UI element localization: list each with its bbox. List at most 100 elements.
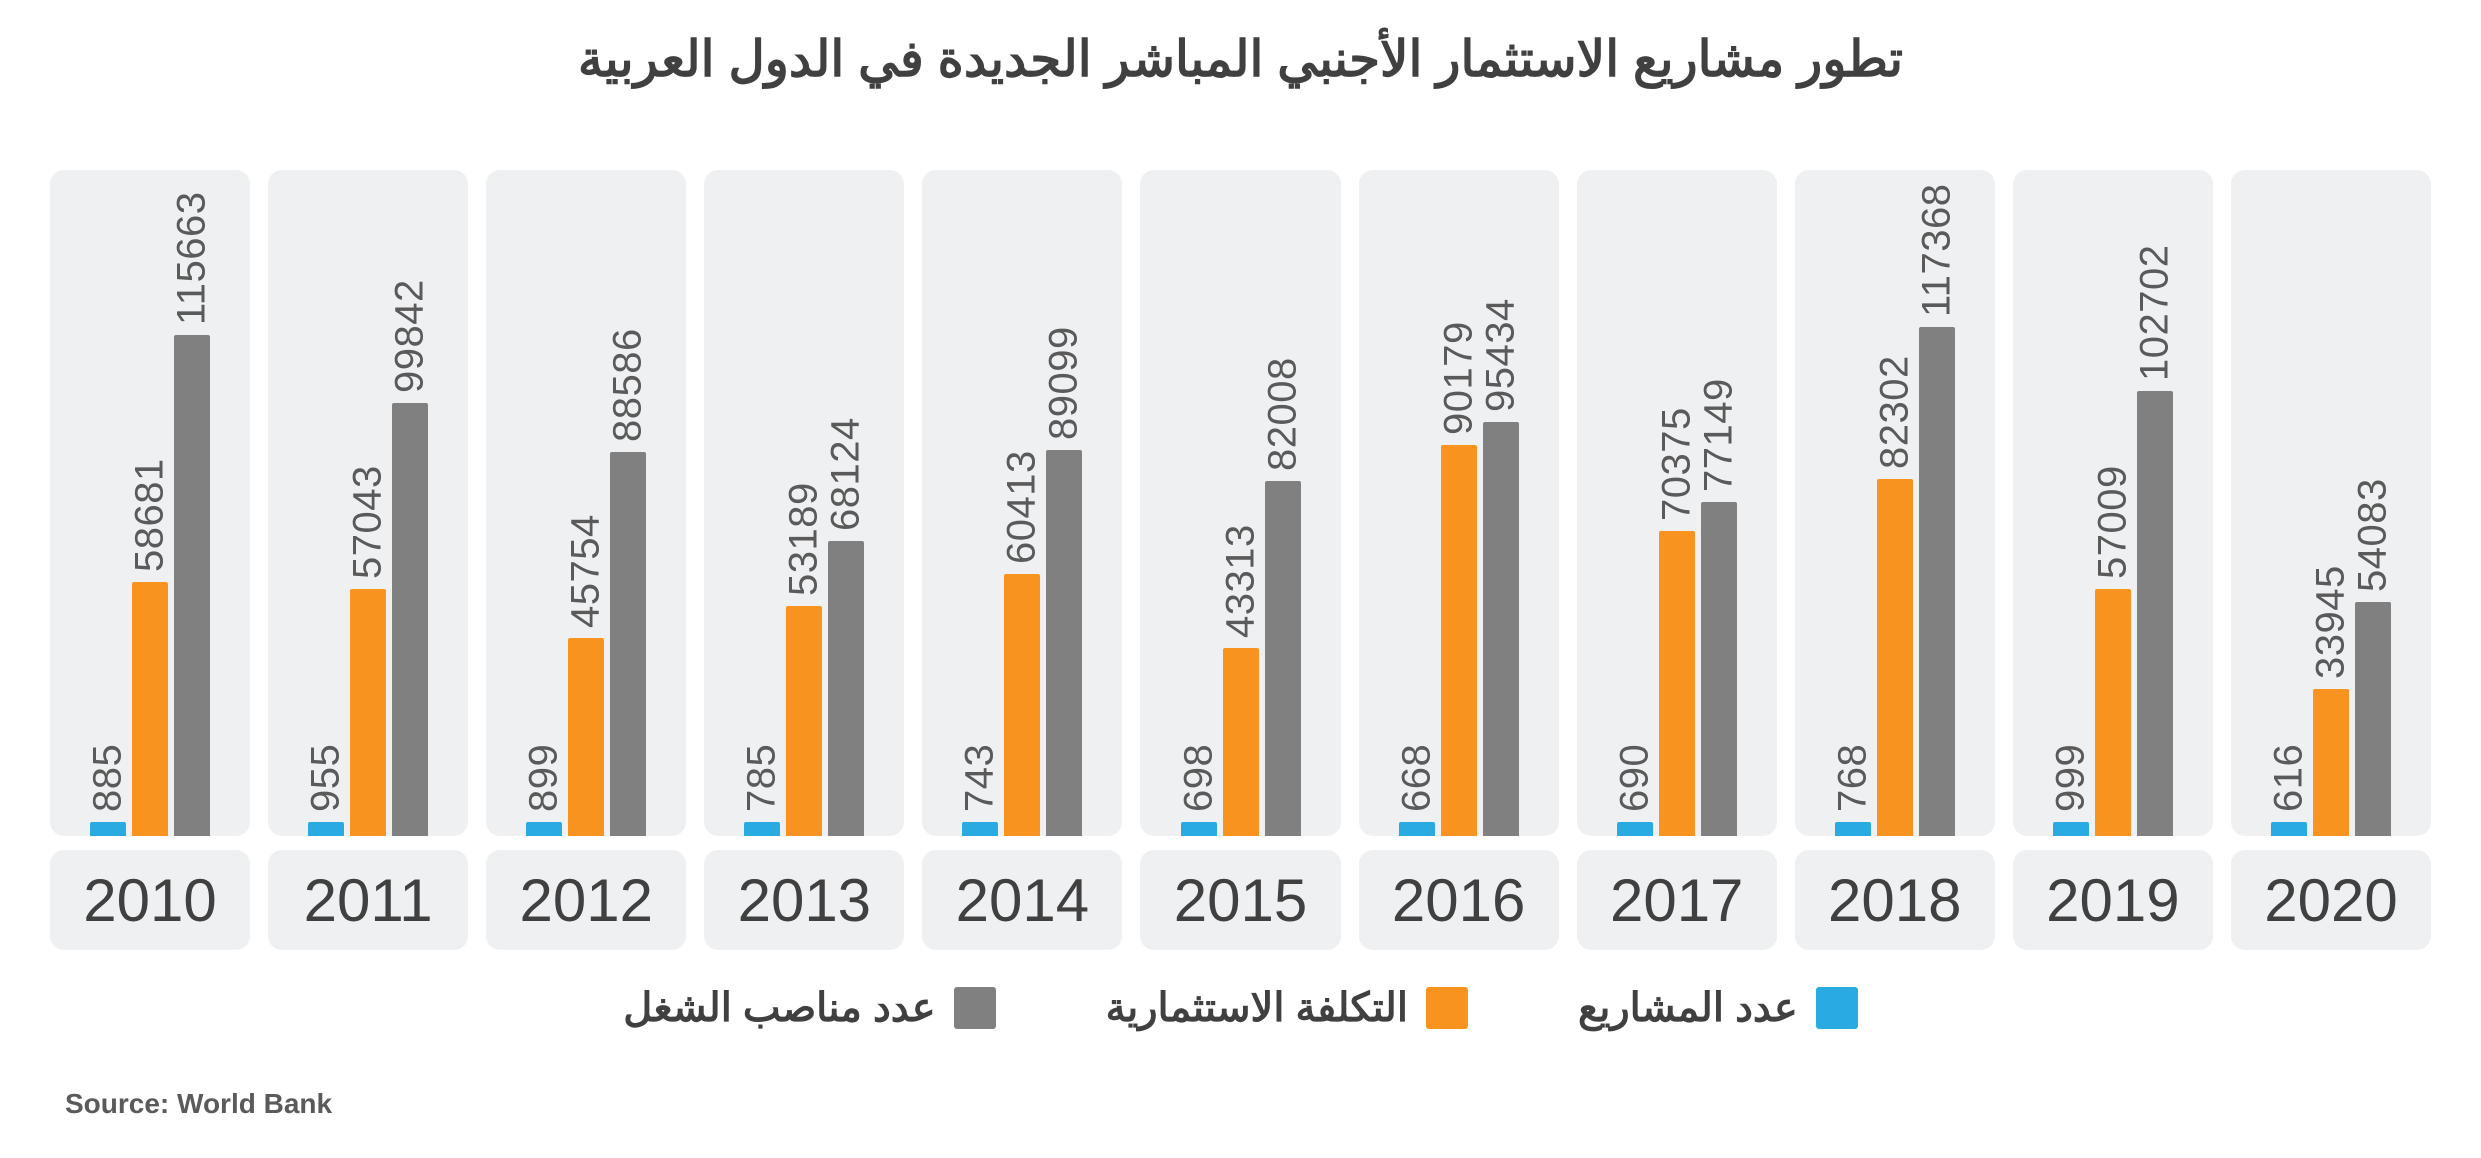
- year-label: 2010: [50, 850, 250, 950]
- bar-value-jobs: 68124: [824, 417, 869, 531]
- year-label: 2015: [1140, 850, 1340, 950]
- bar-cost: [1659, 531, 1695, 836]
- bar-projects: [1835, 822, 1871, 836]
- bar-cost: [786, 606, 822, 836]
- bar-projects: [2271, 822, 2307, 836]
- year-label: 2014: [922, 850, 1122, 950]
- bar-wrap-cost: 82302: [1877, 170, 1913, 836]
- bar-value-jobs: 77149: [1696, 378, 1741, 492]
- bar-value-projects: 955: [304, 744, 349, 812]
- year-label: 2012: [486, 850, 686, 950]
- bar-wrap-jobs: 99842: [392, 170, 428, 836]
- bar-value-cost: 43313: [1218, 524, 1263, 638]
- bar-wrap-cost: 70375: [1659, 170, 1695, 836]
- legend-swatch-projects: [1816, 987, 1858, 1029]
- bar-projects: [1181, 822, 1217, 836]
- bar-jobs: [392, 403, 428, 836]
- bar-projects: [962, 822, 998, 836]
- bar-cost: [2095, 589, 2131, 836]
- bar-jobs: [1046, 450, 1082, 836]
- bar-cost: [1877, 479, 1913, 836]
- bar-wrap-cost: 60413: [1004, 170, 1040, 836]
- year-column: 78553189681242013: [704, 170, 904, 950]
- bar-wrap-projects: 698: [1181, 170, 1217, 836]
- legend: عدد المشاريعالتكلفة الاستثماريةعدد مناصب…: [0, 985, 2481, 1031]
- chart-title: تطور مشاريع الاستثمار الأجنبي المباشر ال…: [0, 30, 2481, 88]
- bar-value-projects: 616: [2266, 744, 2311, 812]
- bar-cost: [568, 638, 604, 836]
- bar-cost: [132, 582, 168, 836]
- bars-panel: 6163394554083: [2231, 170, 2431, 836]
- chart-area: 8855868111566320109555704399842201189945…: [50, 170, 2431, 950]
- year-label: 2011: [268, 850, 468, 950]
- bar-wrap-projects: 768: [1835, 170, 1871, 836]
- bar-projects: [1399, 822, 1435, 836]
- bar-wrap-projects: 616: [2271, 170, 2307, 836]
- bar-jobs: [2355, 602, 2391, 836]
- bar-jobs: [610, 452, 646, 836]
- bars-panel: 6689017995434: [1359, 170, 1559, 836]
- bars-panel: 88558681115663: [50, 170, 250, 836]
- year-label: 2013: [704, 850, 904, 950]
- bar-value-projects: 668: [1394, 744, 1439, 812]
- legend-item-projects: عدد المشاريع: [1578, 985, 1858, 1031]
- year-column: 768823021173682018: [1795, 170, 1995, 950]
- bar-wrap-cost: 33945: [2313, 170, 2349, 836]
- bars-panel: 6984331382008: [1140, 170, 1340, 836]
- bar-wrap-cost: 90179: [1441, 170, 1477, 836]
- bar-cost: [350, 589, 386, 836]
- bar-wrap-projects: 785: [744, 170, 780, 836]
- bar-value-cost: 45754: [564, 514, 609, 628]
- bar-value-jobs: 117368: [1914, 183, 1959, 317]
- bar-wrap-jobs: 88586: [610, 170, 646, 836]
- year-label: 2017: [1577, 850, 1777, 950]
- bar-value-projects: 785: [740, 744, 785, 812]
- bar-projects: [1617, 822, 1653, 836]
- bar-cost: [2313, 689, 2349, 836]
- bar-value-cost: 33945: [2308, 565, 2353, 679]
- legend-label-cost: التكلفة الاستثمارية: [1106, 985, 1408, 1031]
- bar-value-jobs: 89099: [1042, 326, 1087, 440]
- bar-projects: [2053, 822, 2089, 836]
- bars-panel: 7436041389099: [922, 170, 1122, 836]
- bar-value-jobs: 54083: [2350, 478, 2395, 592]
- bars-panel: 8994575488586: [486, 170, 686, 836]
- bar-wrap-cost: 43313: [1223, 170, 1259, 836]
- bar-value-projects: 885: [86, 744, 131, 812]
- bar-wrap-projects: 955: [308, 170, 344, 836]
- year-column: 88558681115663 2010: [50, 170, 250, 950]
- year-column: 66890179954342016: [1359, 170, 1559, 950]
- bar-value-jobs: 102702: [2132, 245, 2177, 381]
- legend-swatch-jobs: [954, 987, 996, 1029]
- bar-value-cost: 53189: [782, 482, 827, 596]
- bar-wrap-projects: 690: [1617, 170, 1653, 836]
- bar-value-cost: 57043: [346, 465, 391, 579]
- bar-wrap-cost: 57043: [350, 170, 386, 836]
- bar-projects: [526, 822, 562, 836]
- bar-projects: [308, 822, 344, 836]
- bar-wrap-cost: 58681: [132, 170, 168, 836]
- bar-wrap-projects: 999: [2053, 170, 2089, 836]
- bar-cost: [1004, 574, 1040, 836]
- bar-value-cost: 58681: [128, 458, 173, 572]
- bar-value-jobs: 82008: [1260, 357, 1305, 471]
- year-column: 6907037577149 2017: [1577, 170, 1777, 950]
- year-column: 999570091027022019: [2013, 170, 2213, 950]
- bar-wrap-jobs: 77149: [1701, 170, 1737, 836]
- bar-jobs: [1919, 327, 1955, 836]
- bar-wrap-jobs: 82008: [1265, 170, 1301, 836]
- source-label: Source: World Bank: [65, 1088, 332, 1120]
- bar-jobs: [1265, 481, 1301, 836]
- bar-jobs: [828, 541, 864, 836]
- bar-value-cost: 70375: [1654, 407, 1699, 521]
- bar-value-projects: 743: [958, 744, 1003, 812]
- bar-value-projects: 768: [1830, 744, 1875, 812]
- year-label: 2020: [2231, 850, 2431, 950]
- bar-jobs: [2137, 391, 2173, 836]
- bars-panel: 76882302117368: [1795, 170, 1995, 836]
- bar-cost: [1441, 445, 1477, 836]
- bar-projects: [744, 822, 780, 836]
- bar-wrap-jobs: 54083: [2355, 170, 2391, 836]
- year-column: 7436041389099 2014: [922, 170, 1122, 950]
- bar-value-jobs: 99842: [388, 279, 433, 393]
